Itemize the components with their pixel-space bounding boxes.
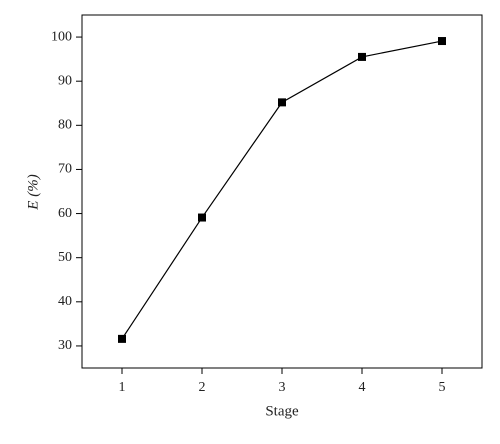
y-tick-label: 80 bbox=[58, 118, 72, 133]
y-tick-label: 40 bbox=[58, 294, 72, 309]
x-tick-label: 1 bbox=[119, 380, 126, 395]
series-line bbox=[121, 40, 443, 340]
point-marker bbox=[118, 334, 126, 343]
point-marker bbox=[358, 52, 366, 61]
y-axis-label: E (%) bbox=[25, 174, 41, 210]
x-tick-label: 3 bbox=[279, 380, 286, 395]
x-axis-label: Stage bbox=[265, 403, 299, 419]
point-marker bbox=[198, 213, 206, 222]
y-tick-label: 60 bbox=[58, 206, 72, 221]
point-marker bbox=[438, 37, 446, 46]
y-tick-label: 100 bbox=[51, 29, 72, 44]
point-marker bbox=[278, 98, 286, 107]
y-tick-label: 90 bbox=[58, 73, 72, 88]
x-tick-label: 4 bbox=[359, 380, 366, 395]
x-tick-label: 5 bbox=[439, 380, 446, 395]
y-tick-label: 70 bbox=[58, 162, 72, 177]
y-tick-label: 50 bbox=[58, 250, 72, 265]
plot-frame bbox=[81, 14, 483, 369]
x-tick-label: 2 bbox=[199, 380, 206, 395]
y-tick-label: 30 bbox=[58, 338, 72, 353]
